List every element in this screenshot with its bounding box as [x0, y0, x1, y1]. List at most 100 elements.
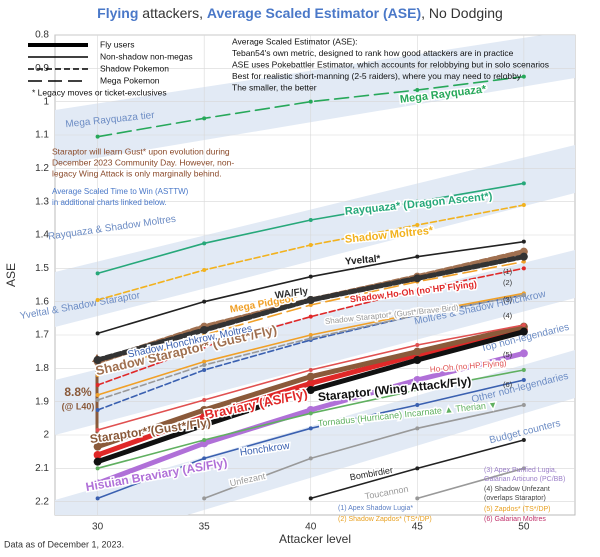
gap-label: (@ L40) — [62, 401, 95, 411]
data-point — [93, 479, 102, 488]
data-point — [202, 333, 207, 337]
y-tick-label: 0.8 — [35, 30, 49, 41]
y-tick-label: 1.9 — [35, 396, 49, 407]
data-point — [521, 266, 526, 271]
data-point — [521, 368, 526, 372]
footnote-mark: (4) — [503, 311, 513, 320]
info-text: Best for realistic short-manning (2-5 ra… — [232, 71, 522, 81]
data-point — [415, 223, 420, 227]
data-point — [93, 356, 102, 364]
legend-label: Non-shadow non-megas — [100, 51, 193, 61]
tier-band — [55, 250, 575, 435]
data-point — [202, 456, 207, 461]
footnote: (6) Galarian Moltres — [484, 516, 546, 523]
series-label: Yveltal* — [345, 254, 382, 268]
footnote-mark: (6) — [503, 380, 513, 389]
data-point — [415, 388, 420, 392]
footer: Data as of December 1, 2023. — [4, 539, 124, 549]
y-tick-label: 1.6 — [35, 296, 49, 307]
note-text: December 2023 Community Day. However, no… — [52, 157, 234, 167]
footnote: Galarian Articuno (PC/BB) — [484, 476, 565, 483]
data-point — [95, 466, 100, 471]
data-point — [306, 296, 315, 304]
data-point — [415, 88, 420, 92]
x-tick-label: 35 — [199, 522, 211, 533]
data-point — [202, 116, 207, 121]
legend-label: Fly users — [100, 39, 134, 49]
data-point — [202, 299, 207, 304]
data-point — [519, 252, 528, 261]
data-point — [306, 386, 315, 394]
data-point — [521, 74, 526, 79]
tier-band — [55, 145, 575, 327]
data-point — [521, 293, 526, 297]
data-point — [308, 218, 313, 222]
data-point — [308, 303, 313, 307]
data-point — [95, 398, 100, 402]
x-tick-label: 50 — [518, 522, 530, 533]
series-line — [203, 404, 525, 500]
data-point — [202, 398, 207, 402]
data-point — [306, 372, 315, 381]
footnote: (4) Shadow Unfezant — [484, 486, 550, 493]
data-point — [95, 383, 100, 387]
x-tick-label: 30 — [92, 522, 104, 533]
series-line — [96, 75, 525, 138]
y-axis-label: ASE — [4, 263, 18, 287]
title-part: attackers, — [138, 5, 206, 21]
data-point — [93, 442, 102, 451]
y-tick-label: 1.2 — [35, 163, 49, 174]
gap-label: 8.8% — [64, 385, 92, 399]
data-point — [95, 271, 100, 276]
data-point — [415, 403, 420, 407]
data-point — [95, 134, 100, 139]
data-point — [521, 259, 526, 264]
data-point — [521, 403, 526, 407]
asttw-text: Average Scaled Time to Win (ASTTW) — [52, 187, 189, 196]
data-point — [306, 379, 315, 388]
data-point — [308, 336, 313, 341]
data-point — [308, 99, 313, 104]
y-tick-label: 2 — [43, 430, 49, 441]
y-tick-label: 2.2 — [35, 496, 49, 507]
data-point — [93, 451, 102, 459]
note-text: Staraptor will learn Gust* upon evolutio… — [52, 146, 230, 156]
x-axis-label: Attacker level — [279, 532, 351, 546]
data-point — [415, 313, 420, 317]
footnote-mark: (1) — [503, 267, 513, 276]
data-point — [308, 243, 313, 247]
data-point — [95, 298, 100, 302]
data-point — [413, 376, 422, 384]
footnote: (3) Apex Purified Lugia, — [484, 467, 557, 474]
y-tick-label: 1.7 — [35, 330, 49, 341]
data-point — [415, 496, 420, 501]
title-part: Flying — [97, 5, 138, 21]
data-point — [519, 349, 528, 358]
data-point — [308, 368, 313, 372]
data-point — [202, 438, 207, 442]
footnote-mark: (5) — [503, 350, 513, 359]
data-point — [308, 411, 313, 416]
y-tick-label: 1.1 — [35, 130, 49, 141]
data-point — [95, 408, 100, 412]
series-line — [96, 267, 525, 386]
data-point — [519, 327, 528, 336]
data-point — [202, 241, 207, 246]
info-text: The smaller, the better — [232, 82, 317, 92]
data-point — [415, 343, 420, 347]
footnote-mark: (3) — [503, 295, 513, 304]
data-point — [95, 393, 100, 397]
data-point — [521, 323, 526, 327]
data-point — [95, 428, 100, 432]
data-point — [202, 359, 207, 364]
y-tick-label: 1.4 — [35, 230, 49, 241]
data-point — [200, 326, 209, 334]
data-point — [95, 496, 100, 501]
data-point — [521, 438, 526, 442]
asttw-text: in additional charts linked below. — [52, 198, 167, 207]
title-part: , No Dodging — [421, 5, 503, 21]
tier-band — [55, 350, 575, 515]
data-point — [202, 496, 207, 501]
data-point — [95, 331, 100, 336]
